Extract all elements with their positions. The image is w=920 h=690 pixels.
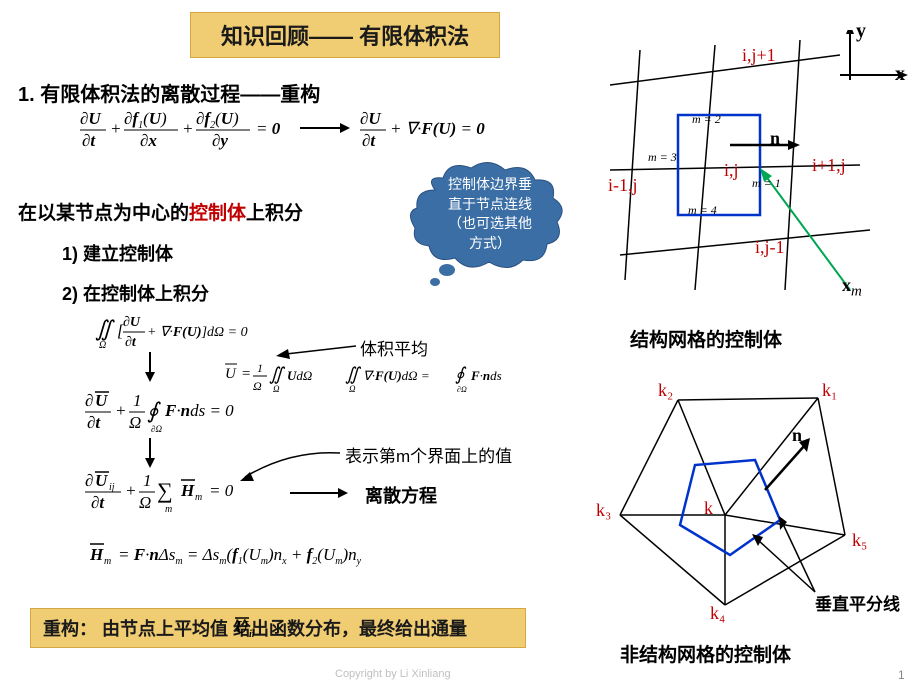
- svg-text:∂f2(U): ∂f2(U): [196, 109, 239, 131]
- down-arrow-2: [140, 438, 160, 468]
- label-k3: k₃: [596, 500, 611, 521]
- label-ijp1: i,j+1: [742, 45, 776, 66]
- svg-text:∑: ∑: [157, 478, 173, 503]
- svg-text:ij: ij: [109, 482, 115, 493]
- svg-text:m: m: [104, 556, 111, 567]
- svg-text:= F·nΔsm = Δsm(f1(Um)nx + f2(U: = F·nΔsm = Δsm(f1(Um)nx + f2(Um)ny: [118, 545, 362, 567]
- svg-text:∂Ω: ∂Ω: [151, 424, 162, 434]
- svg-text:+ ∇·F(U)]dΩ = 0: + ∇·F(U)]dΩ = 0: [147, 325, 248, 340]
- page-number: 1: [898, 668, 905, 682]
- svg-text:∂f1(U): ∂f1(U): [124, 109, 167, 131]
- svg-text:U: U: [95, 391, 108, 410]
- label-n-unstruct: n: [792, 425, 802, 446]
- label-ijm1: i,j-1: [755, 237, 785, 258]
- svg-text:∂: ∂: [85, 391, 93, 410]
- label-k: k: [704, 498, 713, 519]
- step2: 2) 在控制体上积分: [62, 280, 209, 306]
- svg-text:+: +: [182, 119, 193, 138]
- svg-text:∂Ω: ∂Ω: [457, 385, 467, 394]
- svg-text:+: +: [110, 119, 121, 138]
- svg-text:1: 1: [257, 361, 263, 375]
- svg-text:+: +: [115, 401, 126, 420]
- svg-text:U: U: [225, 366, 237, 382]
- label-m3: m = 3: [648, 150, 677, 165]
- svg-text:m: m: [165, 504, 172, 515]
- svg-text:∂t: ∂t: [125, 335, 137, 350]
- svg-text:UdΩ: UdΩ: [287, 368, 312, 383]
- svg-text:∂t: ∂t: [362, 131, 376, 150]
- svg-text:∬: ∬: [345, 364, 362, 384]
- svg-text:∮: ∮: [147, 398, 161, 423]
- svg-text:∬: ∬: [95, 316, 115, 341]
- svg-text:Ω: Ω: [349, 384, 356, 394]
- svg-text:∮: ∮: [455, 364, 467, 384]
- perp-line-label: 垂直平分线: [815, 590, 900, 615]
- label-mface: 表示第m个界面上的值: [345, 442, 512, 467]
- svg-text:m: m: [195, 492, 202, 503]
- svg-text:+ ∇·F(U) = 0: + ∇·F(U) = 0: [390, 119, 485, 138]
- label-k2: k₂: [658, 380, 673, 401]
- label-ip1j: i+1,j: [812, 155, 846, 176]
- svg-text:H: H: [180, 481, 195, 500]
- svg-text:F·nds = 0: F·nds = 0: [164, 401, 234, 420]
- footer-reconstruction: 重构： 由节点上平均值 U ij 给出函数分布，最终给出通量: [30, 608, 526, 648]
- label-k4: k₄: [710, 603, 725, 624]
- svg-text:Ω: Ω: [129, 413, 141, 432]
- label-xm: xm: [842, 275, 862, 301]
- line2-prefix: 在以某节点为中心的控制体上积分: [18, 198, 303, 225]
- arrow-volavg: [276, 340, 356, 360]
- label-m2: m = 2: [692, 112, 721, 127]
- arrow-1: [300, 118, 350, 138]
- svg-text:∂y: ∂y: [212, 131, 228, 150]
- svg-text:F·nds: F·nds: [470, 368, 502, 383]
- svg-text:1: 1: [133, 391, 142, 410]
- label-m1: m = 1: [752, 176, 781, 191]
- down-arrow-1: [140, 352, 160, 382]
- svg-text:= 0: = 0: [209, 481, 234, 500]
- unstruct-title: 非结构网格的控制体: [620, 640, 791, 667]
- svg-text:U: U: [95, 471, 108, 490]
- label-discrete: 离散方程: [365, 482, 437, 508]
- svg-text:∂U: ∂U: [123, 315, 141, 330]
- svg-text:1: 1: [143, 471, 152, 490]
- axis-y: y: [856, 20, 866, 43]
- svg-text:∂x: ∂x: [140, 131, 157, 150]
- step1: 1) 建立控制体: [62, 240, 173, 266]
- svg-text:∂U: ∂U: [360, 109, 381, 128]
- label-ij: i,j: [724, 160, 739, 181]
- svg-text:∬: ∬: [269, 364, 286, 384]
- svg-text:H: H: [90, 545, 104, 564]
- label-m4: m = 4: [688, 203, 717, 218]
- svg-text:∂U: ∂U: [80, 109, 101, 128]
- svg-text:∂t: ∂t: [91, 493, 105, 512]
- svg-text:+: +: [125, 481, 136, 500]
- svg-text:∂: ∂: [85, 471, 93, 490]
- svg-text:ij: ij: [249, 629, 255, 637]
- label-vol-avg: 体积平均: [360, 335, 428, 360]
- cloud-text: 控制体边界垂 直于节点连线 （也可选其他 方式）: [430, 175, 550, 253]
- section1-heading: 1. 有限体积法的离散过程——重构: [18, 78, 320, 107]
- copyright: Copyright by Li Xinliang: [335, 668, 451, 680]
- svg-text:=: =: [241, 366, 251, 382]
- label-k5: k₅: [852, 530, 867, 551]
- label-im1j: i-1,j: [608, 175, 638, 196]
- arrow-discrete: [290, 483, 350, 503]
- page-title: 知识回顾—— 有限体积法: [190, 12, 500, 58]
- svg-text:∂t: ∂t: [82, 131, 96, 150]
- label-k1: k₁: [822, 380, 837, 401]
- svg-text:U: U: [235, 617, 249, 637]
- svg-text:= 0: = 0: [256, 119, 280, 138]
- axis-x: x: [895, 63, 905, 86]
- label-n-struct: n: [770, 128, 780, 149]
- structured-grid: [600, 30, 910, 300]
- svg-text:Ω: Ω: [139, 493, 151, 512]
- struct-title: 结构网格的控制体: [630, 325, 782, 352]
- svg-text:∂t: ∂t: [87, 413, 101, 432]
- svg-text:∇·F(U)dΩ =: ∇·F(U)dΩ =: [363, 368, 430, 383]
- svg-text:Ω: Ω: [99, 340, 106, 351]
